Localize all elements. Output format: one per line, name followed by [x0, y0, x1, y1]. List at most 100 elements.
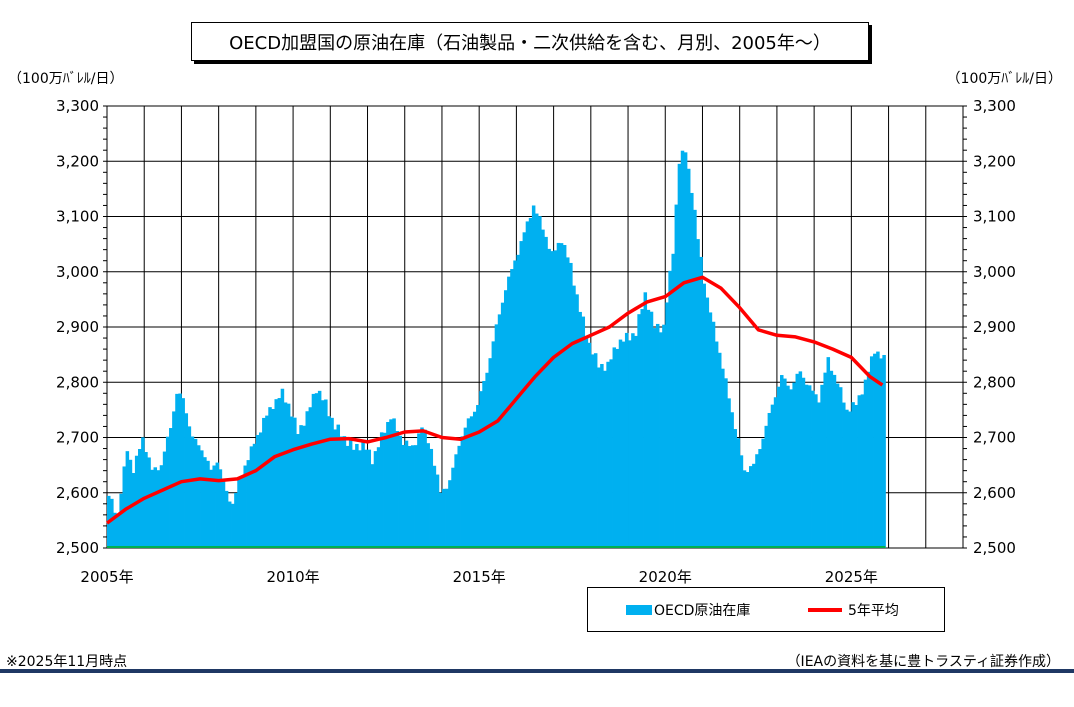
bar	[789, 389, 793, 548]
bar	[569, 262, 573, 548]
bar	[175, 393, 179, 548]
bar	[265, 415, 269, 548]
bar	[581, 316, 586, 548]
bar	[618, 339, 623, 548]
bar	[631, 333, 635, 548]
bar	[373, 451, 378, 548]
bar	[454, 454, 458, 548]
bar	[280, 388, 285, 548]
bar	[507, 276, 511, 548]
bar	[562, 244, 567, 548]
bar	[727, 398, 731, 548]
y-axis-unit-left: （100万ﾊﾞﾚﾙ/日）	[8, 71, 124, 87]
bar	[255, 434, 260, 548]
bar	[494, 324, 499, 548]
bar	[125, 451, 130, 548]
bar	[606, 361, 610, 548]
bar	[842, 402, 846, 548]
bar	[814, 394, 818, 548]
bar	[776, 386, 781, 548]
bar	[252, 443, 257, 548]
legend-line-swatch	[808, 608, 842, 612]
bar	[200, 450, 204, 548]
bar	[389, 419, 393, 548]
chart-title: OECD加盟国の原油在庫（石油製品・二次供給を含む、月別、2005年～）	[191, 22, 869, 61]
bar	[882, 354, 886, 548]
bar	[749, 466, 753, 548]
bar	[575, 294, 579, 548]
bar	[342, 436, 347, 548]
bar	[801, 377, 806, 548]
bar	[795, 373, 800, 548]
bar	[370, 464, 375, 548]
y-tick-label-left: 2,800	[56, 373, 99, 391]
x-tick-label: 2005年	[80, 568, 133, 586]
bar	[628, 340, 632, 548]
bar	[367, 449, 372, 548]
bar	[696, 239, 700, 548]
bar	[817, 402, 821, 548]
bar	[196, 445, 201, 548]
bar	[758, 449, 762, 548]
bar	[863, 379, 868, 548]
bar	[566, 257, 570, 548]
bar	[466, 418, 471, 548]
bar	[324, 399, 328, 548]
bar	[612, 347, 617, 548]
bar	[640, 309, 644, 548]
bar	[820, 384, 824, 548]
bar	[131, 473, 136, 548]
bar	[848, 411, 852, 548]
bar	[482, 380, 486, 548]
bar	[516, 254, 520, 548]
footnote: ※2025年11月時点	[6, 654, 128, 670]
bar	[860, 394, 865, 548]
bar	[386, 422, 390, 548]
bar	[690, 192, 694, 549]
bar	[212, 465, 216, 548]
y-tick-label-left: 3,200	[56, 152, 99, 170]
bar	[395, 430, 399, 548]
bar	[677, 163, 682, 548]
x-tick-label: 2015年	[453, 568, 506, 586]
bar	[721, 368, 725, 548]
legend-item-line: 5年平均	[808, 600, 899, 620]
bar	[144, 452, 148, 548]
footer-rule	[0, 669, 1074, 673]
bar	[621, 341, 626, 548]
bar	[699, 256, 703, 548]
bar	[246, 460, 251, 548]
bar	[398, 435, 403, 548]
bar	[187, 426, 192, 548]
bar	[215, 462, 220, 548]
bar	[659, 332, 663, 548]
bar	[832, 374, 837, 548]
bar	[330, 417, 334, 548]
y-tick-label-right: 3,100	[973, 208, 1016, 226]
bar	[662, 324, 666, 548]
bar	[652, 328, 657, 548]
legend-item-bars: OECD原油在庫	[626, 600, 750, 620]
bar	[209, 469, 213, 548]
x-tick-label: 2010年	[266, 568, 319, 586]
bar	[804, 384, 809, 548]
bar	[792, 382, 796, 548]
x-tick-label: 2020年	[639, 568, 692, 586]
bar	[578, 311, 582, 548]
bar	[262, 417, 266, 548]
bar	[355, 443, 359, 548]
bar	[668, 270, 672, 548]
bar	[190, 436, 195, 548]
bar	[541, 229, 545, 548]
bar	[231, 503, 235, 548]
bar	[491, 341, 496, 548]
bar	[671, 253, 675, 548]
bar	[289, 416, 294, 548]
bar	[593, 353, 598, 548]
bar	[361, 440, 365, 548]
bar	[435, 474, 440, 548]
bar	[243, 465, 247, 548]
y-tick-label-right: 3,300	[973, 97, 1016, 115]
bar	[311, 393, 316, 548]
bar	[590, 354, 595, 548]
